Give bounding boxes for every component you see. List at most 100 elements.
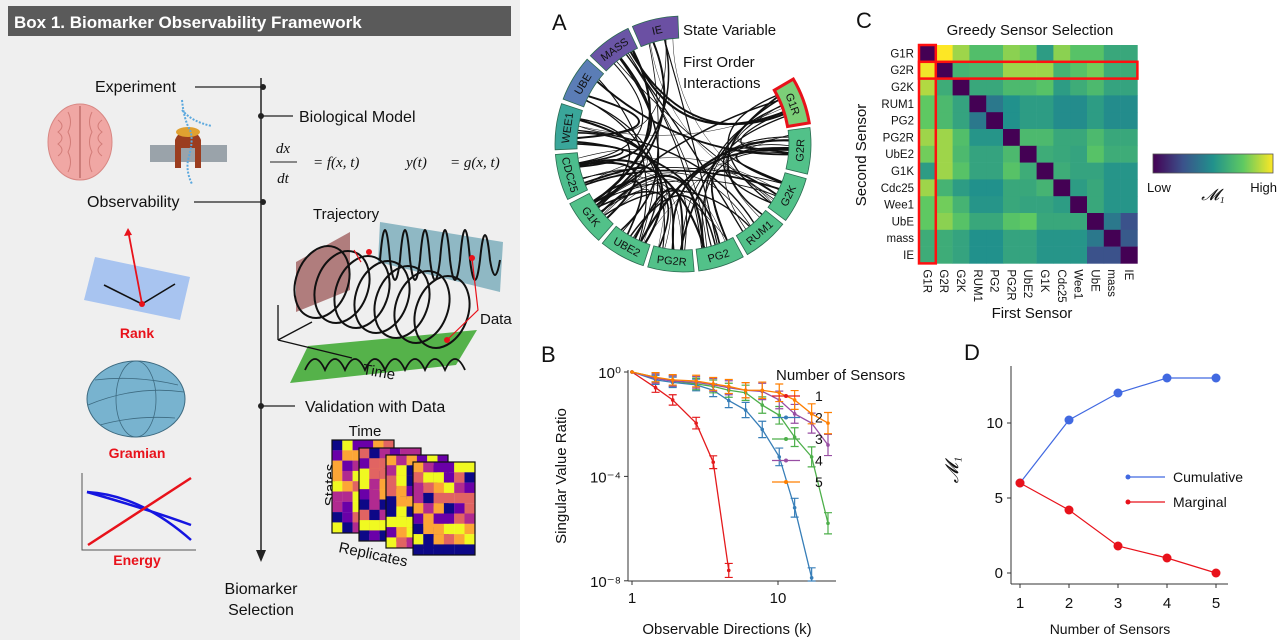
cell-RUM1-RUM1 [969,95,987,113]
interaction-chord [576,143,624,165]
cell-RUM1-G1R [919,95,937,113]
cell-G1R-G2R [935,45,953,63]
node-segment [631,15,680,48]
cell-IE-mass [1103,246,1121,264]
interaction-chord [735,146,789,184]
heatmap-xlabel: First Sensor [992,305,1073,322]
node-pg2r: PG2R [647,245,695,273]
node-label: PG2R [656,254,687,269]
cell-G2R-PG2R [1003,61,1021,79]
replicate-cell [443,462,455,473]
replicate-cell [396,537,407,548]
d-x-tick: 5 [1212,595,1220,612]
b-point [826,421,830,425]
replicate-cell [433,492,444,504]
replicate-cell [379,458,390,469]
column-label: Cdc25 [1055,269,1067,302]
cell-mass-Cdc25 [1053,229,1071,247]
node-cdc25: CDC25 [554,152,589,201]
cell-G1R-UbE [1087,45,1105,63]
replicate-cell [413,523,424,535]
cell-PG2-UbE [1087,112,1105,130]
node-segment [569,192,614,241]
node-segment [785,127,812,175]
interaction-chord [584,169,780,190]
cell-G2K-RUM1 [969,78,987,96]
heatmap-ylabel: Second Sensor [853,104,870,207]
cell-G2R-G2K [952,61,970,79]
cell-Wee1-G2K [952,196,970,214]
state-variable-ring: G1RG2RG2KRUM1PG2PG2RUBE2G1KCDC25WEE1UBEM… [554,15,812,273]
d-x-tick: 1 [1016,595,1024,612]
cell-G2R-G1R [919,61,937,79]
replicate-cell [464,472,475,483]
rank-icon [84,228,190,320]
column-label: mass [1105,269,1117,297]
b-line [631,371,813,578]
replicate-cell [396,475,407,486]
replicate-border [412,461,476,556]
interaction-chord [586,99,665,249]
cell-UbE2-G1R [919,145,937,163]
cell-G2R-UbE2 [1019,61,1037,79]
b-x-tick: 10 [770,590,787,607]
column-label: RUM1 [971,269,983,302]
column-label: IE [1122,269,1134,280]
replicate-cell [433,513,444,524]
node-segment [562,58,605,108]
cell-RUM1-G2K [952,95,970,113]
cell-PG2R-G1R [919,129,937,147]
cell-G2R-G2R [935,61,953,79]
cell-PG2-PG2R [1003,112,1021,130]
cell-G1R-UbE2 [1019,45,1037,63]
node-label: G2R [794,139,807,162]
cell-G2K-mass [1103,78,1121,96]
replicate-cell [369,520,380,531]
cell-PG2-G2R [935,112,953,130]
cell-IE-G1K [1036,246,1054,264]
interaction-chord [600,174,705,249]
cell-PG2R-mass [1103,129,1121,147]
legend-state-variable: State Variable [683,22,776,39]
interaction-chord [578,63,644,164]
d-point [1162,373,1172,383]
b-point [711,382,716,386]
interaction-chord [595,41,666,206]
interaction-chord [593,180,643,235]
cell-G2K-G2K [952,78,970,96]
cell-IE-UbE2 [1019,246,1037,264]
cell-Cdc25-UbE [1087,179,1105,197]
replicate-cell [423,462,434,473]
colorbar-label: 𝓜₁ [1201,187,1224,204]
b-point [760,403,765,407]
cell-G1K-G2K [952,162,970,180]
panel-a: A G1RG2RG2KRUM1PG2PG2RUBE2G1KCDC25WEE1UB… [552,10,812,273]
replicate-cell [454,503,465,514]
cell-Cdc25-IE [1120,179,1138,197]
cell-G2K-G1K [1036,78,1054,96]
replicate-cell [369,448,380,459]
cell-UbE-G2K [952,213,970,231]
replicate-cell [433,534,444,545]
b-point [694,379,698,383]
heatmap: G1R G1R G2R G2R G2K G2K RUM1 RUM1 PG2 PG2 PG2R PG2R… [881,43,1139,303]
replicate-cell [386,485,397,497]
cell-Wee1-Wee1 [1070,196,1088,214]
replicate-cell [406,455,417,466]
cell-RUM1-UbE2 [1019,95,1037,113]
cell-UbE-PG2R [1003,213,1021,231]
replicate-cell [443,472,455,483]
cell-Wee1-UbE2 [1019,196,1037,214]
cell-IE-PG2 [986,246,1004,264]
replicate-cell [396,506,407,517]
step-validation: Validation with Data [305,399,445,416]
gramian-ellipsoid-icon [86,360,186,438]
node-segment [554,152,589,201]
cell-Cdc25-Cdc25 [1053,179,1071,197]
b-legend: 1 2 3 4 5 [772,388,823,490]
legend-interactions-2: Interactions [683,75,761,92]
cell-Wee1-RUM1 [969,196,987,214]
replicate-cell [352,501,363,513]
cell-mass-UbE [1087,229,1105,247]
replicate-cell [342,481,353,492]
